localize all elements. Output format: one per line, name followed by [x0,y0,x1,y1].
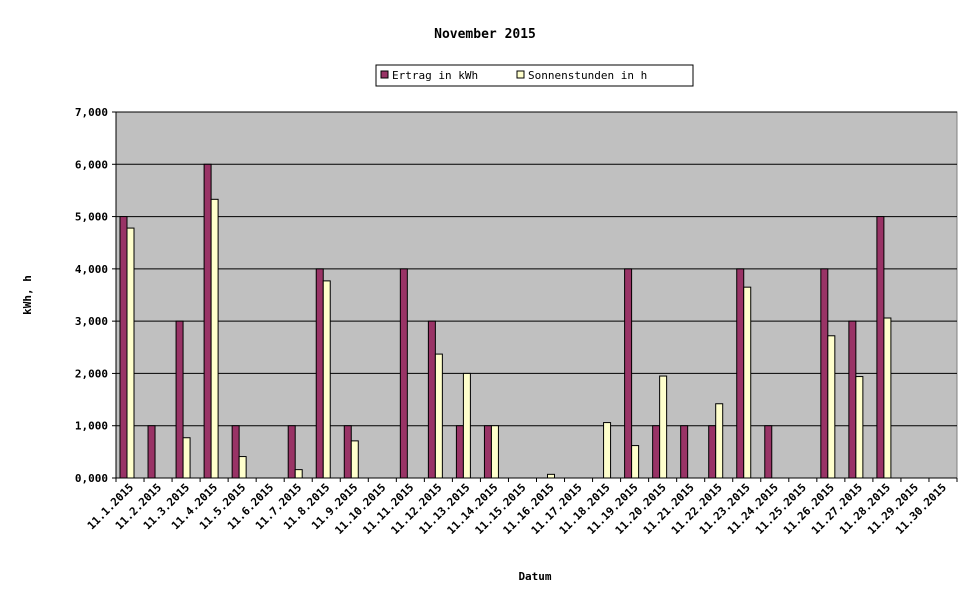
bar-sonnenstunden [434,353,443,479]
plot-area [115,111,958,479]
legend-box [375,64,694,87]
bar-ertrag [315,268,324,479]
x-tick-labels: 11.1.201511.2.201511.3.201511.4.201511.5… [85,481,949,537]
bars [119,163,892,479]
bar-ertrag [876,216,885,479]
legend-swatch-ertrag [380,70,389,79]
bar-sonnenstunden [659,375,668,479]
bar-sonnenstunden [855,376,864,479]
bar-sonnenstunden [883,317,892,479]
bar-sonnenstunden [827,335,836,479]
bar-ertrag [399,268,408,479]
bar-ertrag [427,320,436,479]
bar-ertrag [708,425,717,479]
bar-sonnenstunden [238,456,247,479]
bar-ertrag [848,320,857,479]
axes [112,111,958,482]
y-tick-label: 3,000 [75,315,108,328]
y-tick-label: 1,000 [75,420,108,433]
legend-label-sonnenstunden: Sonnenstunden in h [528,69,647,82]
y-tick-label: 7,000 [75,106,108,119]
bar-sonnenstunden [350,440,359,479]
bar-ertrag [680,425,689,479]
legend: Ertrag in kWh Sonnenstunden in h [375,64,694,87]
bar-sonnenstunden [490,425,499,479]
bar-sonnenstunden [322,280,331,479]
y-tick-label: 6,000 [75,158,108,171]
bar-ertrag [175,320,184,479]
bar-sonnenstunden [462,372,471,479]
bar-ertrag [624,268,633,479]
chart-title: November 2015 [434,27,536,42]
bar-sonnenstunden [210,198,219,479]
bar-sonnenstunden [603,422,612,479]
bar-sonnenstunden [743,286,752,479]
legend-swatch-sonnenstunden [516,70,525,79]
bar-sonnenstunden [182,437,191,479]
gridlines [116,111,957,427]
y-tick-label: 5,000 [75,211,108,224]
y-tick-label: 0,000 [75,472,108,485]
bar-ertrag [343,425,352,479]
bar-ertrag [287,425,296,479]
bar-ertrag [820,268,829,479]
y-tick-label: 4,000 [75,263,108,276]
legend-label-ertrag: Ertrag in kWh [392,69,478,82]
bar-sonnenstunden [294,469,303,479]
bar-ertrag [764,425,773,479]
bar-ertrag [119,216,128,479]
bar-sonnenstunden [715,403,724,479]
bar-sonnenstunden [126,227,135,479]
bar-ertrag [455,425,464,479]
bar-ertrag [736,268,745,479]
y-axis-title: kWh, h [21,275,34,315]
bar-ertrag [231,425,240,479]
bar-sonnenstunden [547,473,555,479]
bar-ertrag [147,425,156,479]
bar-sonnenstunden [631,445,640,479]
y-tick-labels: 0,000 1,000 2,000 3,000 4,000 5,000 6,000 7,000 [75,106,108,485]
y-tick-label: 2,000 [75,367,108,380]
bar-ertrag [483,425,492,479]
x-axis-title: Datum [518,570,551,583]
bar-ertrag [652,425,661,479]
bar-ertrag [203,163,212,479]
